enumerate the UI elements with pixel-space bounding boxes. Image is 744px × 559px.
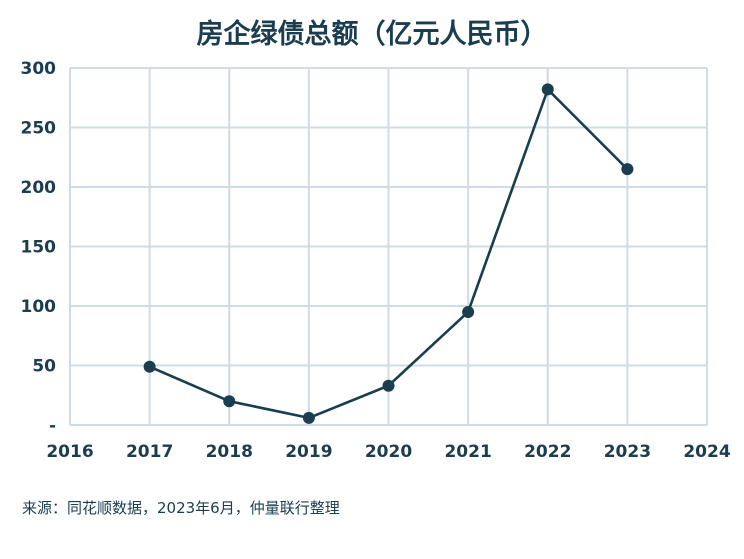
data-point <box>302 411 315 424</box>
x-tick-label: 2016 <box>46 442 93 462</box>
x-tick-label: 2023 <box>604 442 651 462</box>
grid <box>69 67 708 426</box>
data-point <box>621 163 634 176</box>
x-tick-label: 2017 <box>126 442 173 462</box>
source-note: 来源：同花顺数据，2023年6月，仲量联行整理 <box>22 499 340 517</box>
x-tick-label: 2024 <box>683 442 730 462</box>
y-tick-label: 300 <box>21 59 57 79</box>
x-tick-label: 2019 <box>285 442 332 462</box>
y-tick-label: 150 <box>21 238 57 258</box>
data-point <box>143 360 156 373</box>
x-tick-label: 2021 <box>444 442 491 462</box>
y-tick-label: 200 <box>21 178 57 198</box>
y-tick-label: 250 <box>21 119 57 139</box>
y-tick-label: 100 <box>21 297 57 317</box>
y-tick-label: - <box>49 416 56 436</box>
data-point <box>462 305 475 318</box>
series-total <box>143 83 634 424</box>
x-tick-label: 2022 <box>524 442 571 462</box>
data-point <box>541 83 554 96</box>
data-point <box>223 395 236 408</box>
x-tick-label: 2018 <box>206 442 253 462</box>
axis-labels: - 50 100 150 200 250 300 2016 2017 2018 2019 2020 20… <box>21 59 731 462</box>
y-tick-label: 50 <box>32 357 56 377</box>
x-tick-label: 2020 <box>365 442 412 462</box>
data-point <box>382 379 395 392</box>
chart-title: 房企绿债总额（亿元人民币） <box>196 19 548 50</box>
